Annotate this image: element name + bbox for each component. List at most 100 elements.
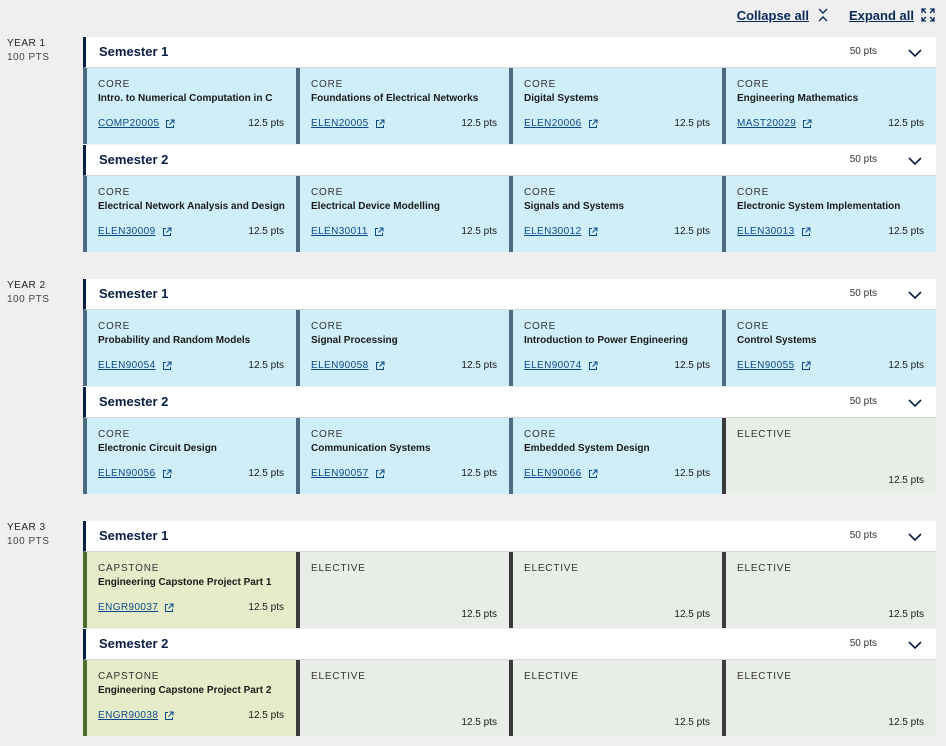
subject-code-link[interactable]: COMP20005 bbox=[98, 118, 175, 129]
subject-type: CORE bbox=[524, 187, 557, 198]
subject-points: 12.5 pts bbox=[248, 710, 284, 721]
subject-name: Foundations of Electrical Networks bbox=[311, 93, 479, 104]
semester-block: Semester 2 50 pts CAPSTONE Engineering Caps… bbox=[83, 629, 936, 737]
subject-code-link[interactable]: ELEN20005 bbox=[311, 118, 385, 129]
subject-code-link[interactable]: ENGR90037 bbox=[98, 602, 174, 613]
subject-code: MAST20029 bbox=[737, 118, 797, 129]
chevron-down-icon[interactable] bbox=[907, 45, 923, 61]
elective-slot: ELECTIVE 12.5 pts bbox=[722, 552, 936, 628]
external-link-icon bbox=[802, 119, 812, 129]
chevron-down-icon[interactable] bbox=[907, 153, 923, 169]
semester-header[interactable]: Semester 1 50 pts bbox=[83, 279, 936, 310]
subject-name: Embedded System Design bbox=[524, 443, 650, 454]
semester-header[interactable]: Semester 2 50 pts bbox=[83, 145, 936, 176]
subject-code: ELEN90057 bbox=[311, 468, 369, 479]
subject-type: CORE bbox=[98, 321, 131, 332]
subject-points: 12.5 pts bbox=[248, 468, 284, 479]
external-link-icon bbox=[165, 119, 175, 129]
collapse-all-link[interactable]: Collapse all bbox=[736, 7, 809, 23]
semester-points: 50 pts bbox=[849, 530, 877, 541]
subject-code-link[interactable]: ELEN90056 bbox=[98, 468, 172, 479]
subject-points: 12.5 pts bbox=[248, 602, 284, 613]
subject-name: Introduction to Power Engineering bbox=[524, 335, 688, 346]
chevron-down-icon[interactable] bbox=[907, 287, 923, 303]
subject-name: Engineering Capstone Project Part 2 bbox=[98, 685, 272, 696]
subject-type: CORE bbox=[311, 321, 344, 332]
subject-points: 12.5 pts bbox=[888, 717, 924, 728]
year-points: 100 PTS bbox=[7, 536, 50, 547]
expand-icon[interactable] bbox=[920, 7, 936, 23]
subject-card: CORE Probability and Random Models ELEN900… bbox=[83, 310, 296, 386]
subject-points: 12.5 pts bbox=[888, 609, 924, 620]
subject-code-link[interactable]: ELEN20006 bbox=[524, 118, 598, 129]
elective-slot: ELECTIVE 12.5 pts bbox=[722, 418, 936, 494]
subject-code: ELEN30009 bbox=[98, 226, 156, 237]
subject-type: ELECTIVE bbox=[737, 563, 792, 574]
subject-name: Control Systems bbox=[737, 335, 817, 346]
subject-cards: CORE Probability and Random Models ELEN900… bbox=[83, 310, 936, 386]
subject-points: 12.5 pts bbox=[248, 226, 284, 237]
subject-code-link[interactable]: ELEN90057 bbox=[311, 468, 385, 479]
semester-title: Semester 2 bbox=[99, 394, 169, 409]
external-link-icon bbox=[162, 469, 172, 479]
semester-header[interactable]: Semester 2 50 pts bbox=[83, 629, 936, 660]
subject-type: ELECTIVE bbox=[524, 563, 579, 574]
external-link-icon bbox=[588, 119, 598, 129]
subject-code-link[interactable]: ELEN90066 bbox=[524, 468, 598, 479]
subject-points: 12.5 pts bbox=[461, 360, 497, 371]
subject-type: CORE bbox=[737, 187, 770, 198]
collapse-icon[interactable] bbox=[815, 7, 831, 23]
subject-card: CORE Signals and Systems ELEN30012 12.5 pts bbox=[509, 176, 722, 252]
subject-code-link[interactable]: ELEN30013 bbox=[737, 226, 811, 237]
expand-all-link[interactable]: Expand all bbox=[848, 7, 914, 23]
subject-points: 12.5 pts bbox=[461, 468, 497, 479]
subject-points: 12.5 pts bbox=[888, 475, 924, 486]
subject-code-link[interactable]: MAST20029 bbox=[737, 118, 812, 129]
subject-type: ELECTIVE bbox=[524, 671, 579, 682]
subject-points: 12.5 pts bbox=[248, 118, 284, 129]
subject-code-link[interactable]: ELEN90054 bbox=[98, 360, 172, 371]
subject-points: 12.5 pts bbox=[674, 226, 710, 237]
subject-code: ELEN90056 bbox=[98, 468, 156, 479]
subject-code-link[interactable]: ELEN30009 bbox=[98, 226, 172, 237]
subject-name: Digital Systems bbox=[524, 93, 599, 104]
semester-header[interactable]: Semester 1 50 pts bbox=[83, 521, 936, 552]
subject-card: CORE Embedded System Design ELEN90066 12.5 … bbox=[509, 418, 722, 494]
subject-type: CORE bbox=[311, 79, 344, 90]
subject-code-link[interactable]: ELEN90058 bbox=[311, 360, 385, 371]
elective-slot: ELECTIVE 12.5 pts bbox=[296, 552, 509, 628]
external-link-icon bbox=[164, 711, 174, 721]
subject-card: CORE Digital Systems ELEN20006 12.5 pts bbox=[509, 68, 722, 144]
subject-card: CAPSTONE Engineering Capstone Project Par… bbox=[83, 660, 296, 736]
chevron-down-icon[interactable] bbox=[907, 395, 923, 411]
semester-header[interactable]: Semester 2 50 pts bbox=[83, 387, 936, 418]
subject-card: CORE Electrical Network Analysis and Desi… bbox=[83, 176, 296, 252]
year-label: YEAR 1 100 PTS bbox=[7, 37, 49, 65]
subject-code: ELEN90055 bbox=[737, 360, 795, 371]
subject-code-link[interactable]: ELEN30011 bbox=[311, 226, 384, 237]
subject-type: ELECTIVE bbox=[737, 671, 792, 682]
subject-code: ELEN30013 bbox=[737, 226, 795, 237]
elective-slot: ELECTIVE 12.5 pts bbox=[722, 660, 936, 736]
subject-points: 12.5 pts bbox=[888, 226, 924, 237]
subject-code-link[interactable]: ELEN90055 bbox=[737, 360, 811, 371]
chevron-down-icon[interactable] bbox=[907, 529, 923, 545]
subject-code-link[interactable]: ENGR90038 bbox=[98, 710, 174, 721]
semester-title: Semester 2 bbox=[99, 636, 169, 651]
semester-block: Semester 2 50 pts CORE Electrical Network A… bbox=[83, 145, 936, 253]
subject-code-link[interactable]: ELEN90074 bbox=[524, 360, 598, 371]
semester-title: Semester 2 bbox=[99, 152, 169, 167]
subject-code-link[interactable]: ELEN30012 bbox=[524, 226, 598, 237]
semester-block: Semester 1 50 pts CORE Probability and Rand… bbox=[83, 279, 936, 387]
subject-type: CORE bbox=[524, 79, 557, 90]
subject-code: ELEN30011 bbox=[311, 226, 368, 237]
external-link-icon bbox=[375, 119, 385, 129]
external-link-icon bbox=[162, 361, 172, 371]
elective-slot: ELECTIVE 12.5 pts bbox=[509, 660, 722, 736]
chevron-down-icon[interactable] bbox=[907, 637, 923, 653]
subject-code: ELEN90054 bbox=[98, 360, 156, 371]
subject-name: Engineering Mathematics bbox=[737, 93, 859, 104]
semester-title: Semester 1 bbox=[99, 286, 169, 301]
semester-header[interactable]: Semester 1 50 pts bbox=[83, 37, 936, 68]
external-link-icon bbox=[588, 361, 598, 371]
